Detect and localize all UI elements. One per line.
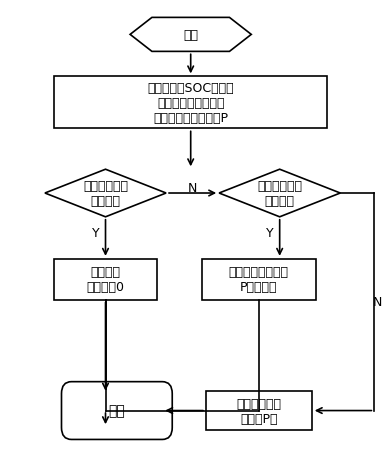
- FancyBboxPatch shape: [202, 259, 316, 300]
- Text: 入口: 入口: [183, 29, 198, 42]
- Text: N: N: [372, 296, 382, 308]
- FancyBboxPatch shape: [61, 382, 172, 440]
- Text: 目标允许
功率降至0: 目标允许 功率降至0: [86, 266, 124, 293]
- Polygon shape: [130, 18, 251, 52]
- Text: 单体电压低于
一级阈值: 单体电压低于 一级阈值: [257, 180, 302, 207]
- Polygon shape: [219, 170, 340, 217]
- Text: 目标允许功率
恢复至P值: 目标允许功率 恢复至P值: [236, 397, 281, 425]
- Text: 出口: 出口: [109, 404, 125, 418]
- Text: Y: Y: [92, 227, 100, 239]
- Text: 根据温度、SOC查表，
并用线性插值的方法
得出目标允许功率值P: 根据温度、SOC查表， 并用线性插值的方法 得出目标允许功率值P: [147, 82, 234, 125]
- Text: 单体电压低于
二级阈值: 单体电压低于 二级阈值: [83, 180, 128, 207]
- Text: Y: Y: [266, 227, 274, 239]
- FancyBboxPatch shape: [206, 391, 312, 430]
- Text: 目标允许功率降为
P值的一半: 目标允许功率降为 P值的一半: [229, 266, 289, 293]
- Text: N: N: [188, 182, 197, 195]
- FancyBboxPatch shape: [55, 77, 327, 129]
- FancyBboxPatch shape: [55, 259, 157, 300]
- Polygon shape: [45, 170, 166, 217]
